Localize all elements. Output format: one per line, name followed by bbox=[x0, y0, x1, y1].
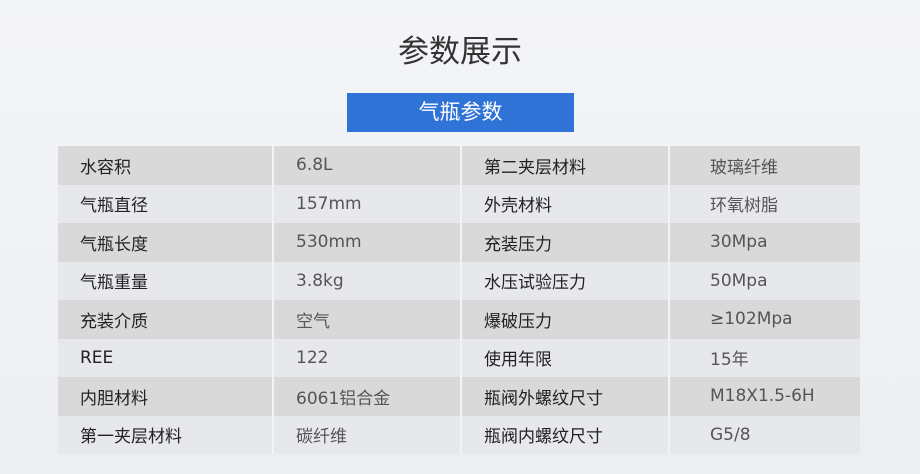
param-value: 空气 bbox=[273, 300, 462, 339]
params-table: 水容积 6.8L 第二夹层材料 玻璃纤维 气瓶直径 157mm 外壳材料 环氧树脂 气瓶长度 53… bbox=[58, 146, 860, 454]
table-row: 水容积 6.8L 第二夹层材料 玻璃纤维 bbox=[58, 146, 860, 185]
param-label: 第一夹层材料 bbox=[58, 415, 274, 454]
cylinder-params-button[interactable]: 气瓶参数 bbox=[347, 93, 574, 132]
param-value: 3.8kg bbox=[273, 261, 462, 300]
param-value: 122 bbox=[273, 338, 462, 377]
param-value: M18X1.5-6H bbox=[669, 377, 860, 416]
param-label: 第二夹层材料 bbox=[461, 146, 670, 185]
param-label: 外壳材料 bbox=[461, 184, 670, 223]
table-row: 气瓶直径 157mm 外壳材料 环氧树脂 bbox=[58, 184, 860, 223]
param-value: 环氧树脂 bbox=[669, 184, 860, 223]
param-label: REE bbox=[58, 338, 274, 377]
param-label: 充装压力 bbox=[461, 223, 670, 262]
param-value: 157mm bbox=[273, 184, 462, 223]
param-value: 530mm bbox=[273, 223, 462, 262]
param-label: 使用年限 bbox=[461, 338, 670, 377]
table-row: 气瓶重量 3.8kg 水压试验压力 50Mpa bbox=[58, 261, 860, 300]
param-value: 30Mpa bbox=[669, 223, 860, 262]
table-row: 第一夹层材料 碳纤维 瓶阀内螺纹尺寸 G5/8 bbox=[58, 415, 860, 454]
param-value: 玻璃纤维 bbox=[669, 146, 860, 185]
param-label: 爆破压力 bbox=[461, 300, 670, 339]
table-row: 内胆材料 6061铝合金 瓶阀外螺纹尺寸 M18X1.5-6H bbox=[58, 377, 860, 416]
param-label: 瓶阀内螺纹尺寸 bbox=[461, 415, 670, 454]
param-label: 瓶阀外螺纹尺寸 bbox=[461, 377, 670, 416]
param-label: 水容积 bbox=[58, 146, 274, 185]
param-value: 6061铝合金 bbox=[273, 377, 462, 416]
table-row: REE 122 使用年限 15年 bbox=[58, 338, 860, 377]
param-label: 内胆材料 bbox=[58, 377, 274, 416]
param-label: 气瓶长度 bbox=[58, 223, 274, 262]
param-value: G5/8 bbox=[669, 415, 860, 454]
param-value: ≥102Mpa bbox=[669, 300, 860, 339]
param-label: 充装介质 bbox=[58, 300, 274, 339]
param-value: 6.8L bbox=[273, 146, 462, 185]
param-value: 50Mpa bbox=[669, 261, 860, 300]
param-label: 水压试验压力 bbox=[461, 261, 670, 300]
param-label: 气瓶直径 bbox=[58, 184, 274, 223]
table-row: 气瓶长度 530mm 充装压力 30Mpa bbox=[58, 223, 860, 262]
param-value: 碳纤维 bbox=[273, 415, 462, 454]
param-value: 15年 bbox=[669, 338, 860, 377]
table-row: 充装介质 空气 爆破压力 ≥102Mpa bbox=[58, 300, 860, 339]
page-title: 参数展示 bbox=[398, 34, 522, 70]
param-label: 气瓶重量 bbox=[58, 261, 274, 300]
